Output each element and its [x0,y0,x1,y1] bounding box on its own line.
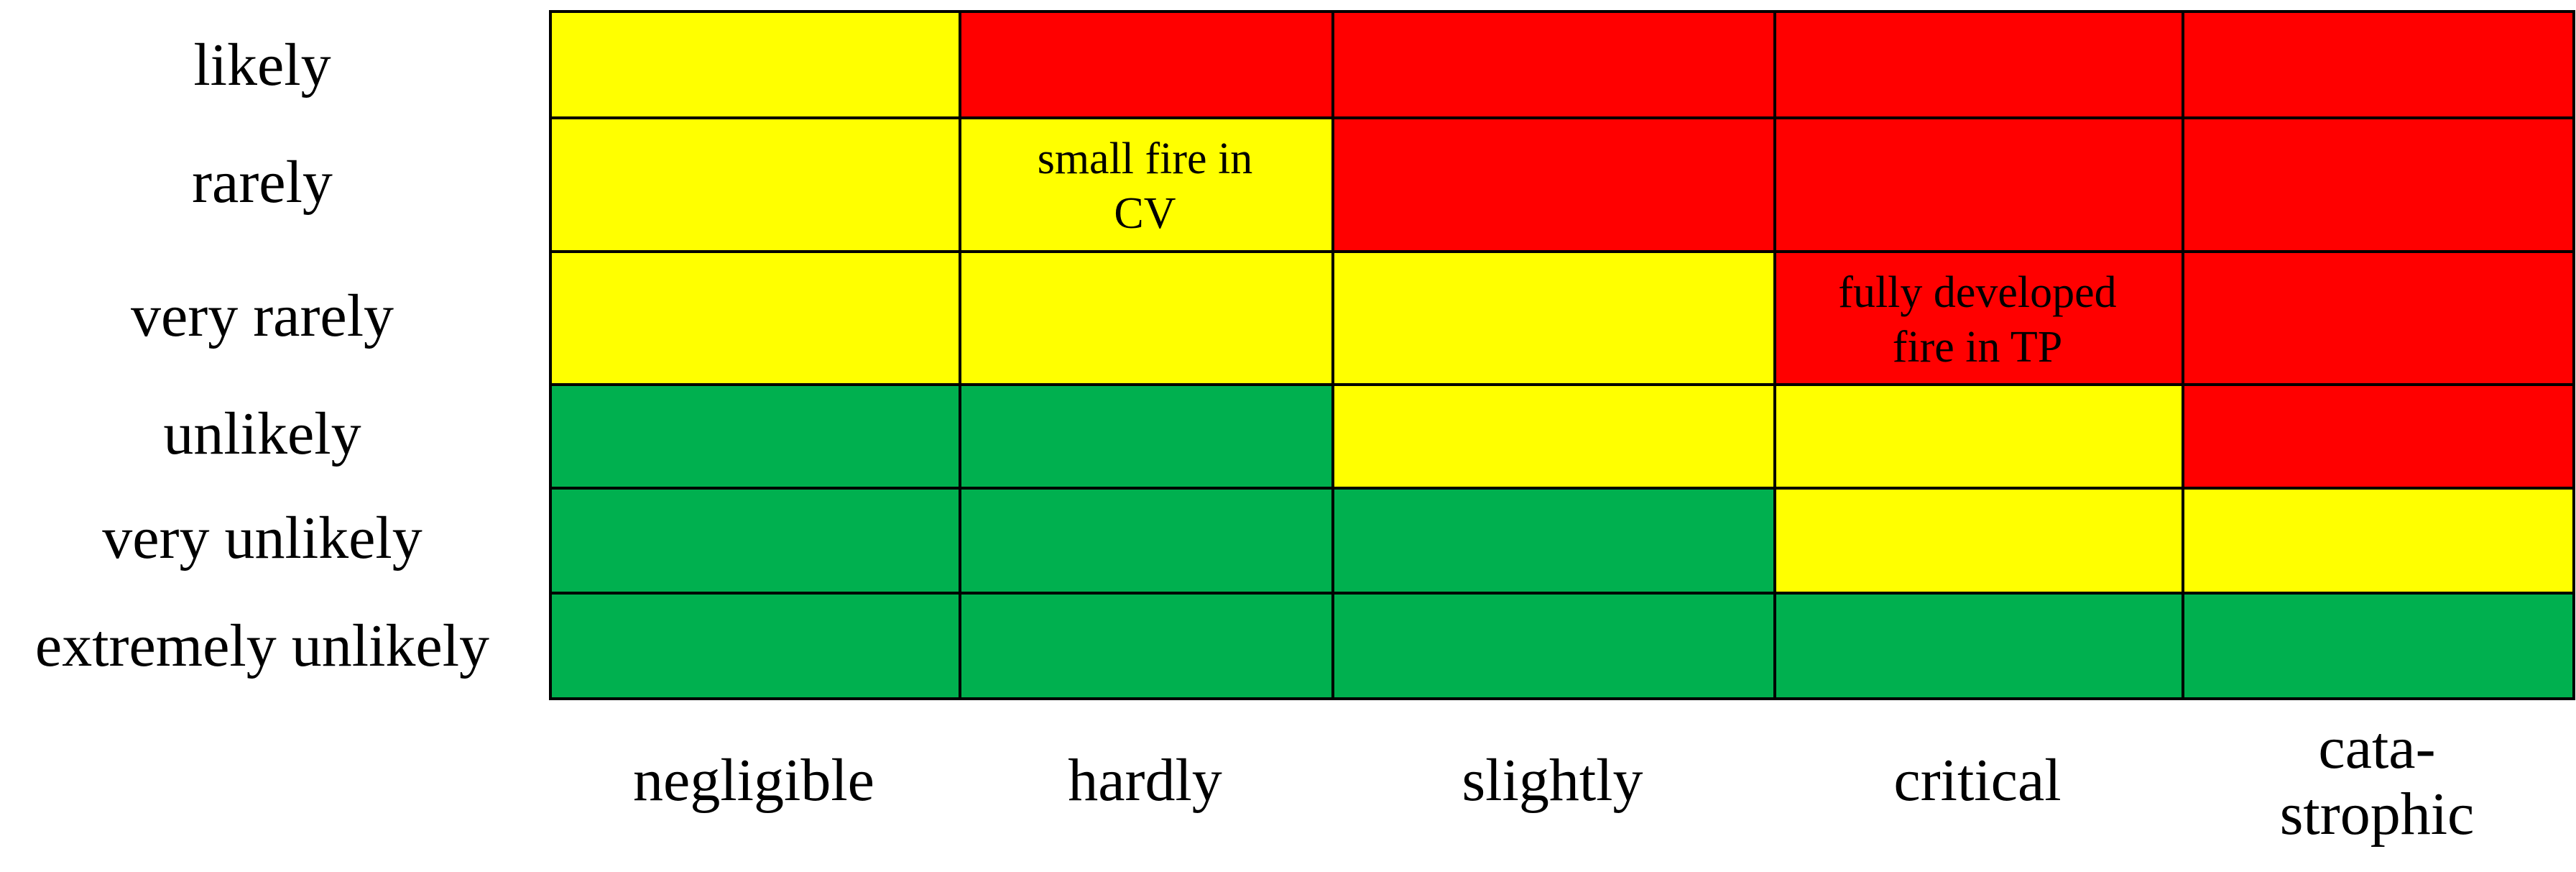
row-label-unlikely: unlikely [163,400,361,467]
matrix-cell [959,10,1334,119]
matrix-cell [549,250,961,386]
matrix-cell [1331,250,1776,386]
cell-annotation: small fire in CV [1037,134,1253,238]
matrix-cell [1773,383,2184,490]
matrix-cell [1331,383,1776,490]
matrix-cell [1773,10,2184,119]
row-label-very-unlikely: very unlikely [102,505,423,572]
column-label: slightly [1462,747,1643,814]
matrix-cell [2182,383,2575,490]
matrix-cell [549,383,961,490]
row-label-likely: likely [193,32,331,98]
matrix-cell [2182,487,2575,595]
column-label: cata- strophic [2279,715,2475,848]
matrix-cell [959,383,1334,490]
matrix-cell [1331,487,1776,595]
matrix-cell [1773,592,2184,700]
matrix-cell [1773,487,2184,595]
matrix-cell [1773,250,2184,386]
matrix-cell [959,116,1334,253]
matrix-cell [549,592,961,700]
row-label-rarely: rarely [192,149,333,216]
matrix-cell [2182,250,2575,386]
matrix-cell [549,10,961,119]
column-label: hardly [1068,747,1222,814]
column-label: critical [1893,747,2062,814]
matrix-cell [1773,116,2184,253]
matrix-cell [549,487,961,595]
matrix-cell [959,592,1334,700]
matrix-cell [1331,10,1776,119]
matrix-cell [549,116,961,253]
matrix-cell [1331,116,1776,253]
cell-annotation: fully developed fire in TP [1838,268,2117,372]
matrix-cell [2182,10,2575,119]
matrix-cell [959,487,1334,595]
matrix-cell [2182,116,2575,253]
column-label: negligible [633,747,874,814]
row-label-extremely-unlikely: extremely unlikely [34,612,490,679]
matrix-cell [959,250,1334,386]
matrix-cell [1331,592,1776,700]
row-label-very-rarely: very rarely [130,283,394,349]
matrix-cell [2182,592,2575,700]
